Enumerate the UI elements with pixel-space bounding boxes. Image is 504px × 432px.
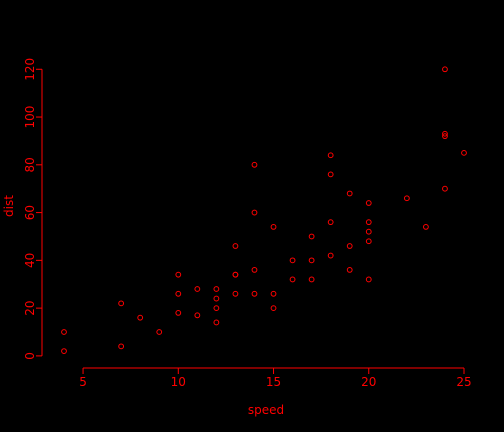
y-axis-label: dist bbox=[2, 195, 16, 217]
data-point bbox=[232, 290, 239, 297]
data-point bbox=[289, 257, 296, 264]
x-tick-label: 25 bbox=[456, 375, 471, 389]
data-point bbox=[251, 290, 258, 297]
data-point bbox=[175, 271, 182, 278]
data-point bbox=[461, 149, 467, 156]
data-point bbox=[289, 276, 296, 283]
data-point bbox=[194, 312, 201, 319]
data-point bbox=[365, 228, 372, 235]
data-point bbox=[327, 252, 334, 259]
data-point bbox=[365, 200, 372, 206]
data-point bbox=[442, 66, 448, 73]
x-tick-label: 10 bbox=[171, 375, 186, 389]
data-point bbox=[442, 133, 448, 140]
data-point bbox=[232, 271, 239, 278]
data-point bbox=[365, 219, 372, 226]
data-point bbox=[251, 161, 258, 168]
data-point bbox=[346, 243, 353, 249]
data-point bbox=[232, 243, 239, 249]
data-point bbox=[270, 290, 277, 297]
data-point bbox=[61, 348, 67, 355]
y-tick-label: 20 bbox=[23, 300, 37, 315]
data-point bbox=[365, 238, 372, 245]
x-tick-label: 20 bbox=[361, 375, 376, 389]
y-tick-label: 60 bbox=[23, 205, 37, 220]
y-tick-label: 120 bbox=[23, 58, 37, 81]
x-tick-label: 5 bbox=[79, 375, 87, 389]
y-axis: 0 20 40 60 80 100 120 bbox=[23, 58, 43, 360]
data-point bbox=[442, 130, 448, 137]
data-point bbox=[137, 314, 144, 321]
data-point bbox=[270, 305, 277, 312]
data-point bbox=[327, 152, 334, 159]
data-point bbox=[251, 209, 258, 216]
data-point bbox=[156, 329, 163, 335]
data-point bbox=[365, 276, 372, 283]
data-point bbox=[403, 195, 410, 202]
y-tick-label: 0 bbox=[23, 352, 37, 360]
data-point bbox=[346, 190, 353, 197]
data-point bbox=[213, 295, 220, 302]
data-point bbox=[213, 286, 220, 292]
data-point bbox=[327, 171, 334, 178]
y-tick-label: 100 bbox=[23, 106, 37, 129]
data-point bbox=[118, 343, 125, 350]
data-point bbox=[118, 300, 125, 307]
x-axis: 5 10 15 20 25 bbox=[79, 367, 472, 389]
x-tick-label: 15 bbox=[266, 375, 281, 389]
data-point bbox=[423, 224, 429, 230]
y-tick-label: 40 bbox=[23, 253, 37, 268]
x-axis-label: speed bbox=[248, 403, 284, 417]
data-point bbox=[194, 286, 201, 292]
data-point bbox=[270, 224, 277, 230]
data-points bbox=[61, 66, 467, 355]
y-tick-label: 80 bbox=[23, 157, 37, 172]
data-point bbox=[308, 257, 315, 264]
data-point bbox=[213, 319, 220, 326]
data-point bbox=[175, 290, 182, 297]
data-point bbox=[251, 267, 258, 273]
data-point bbox=[442, 185, 448, 192]
data-point bbox=[308, 276, 315, 283]
data-point bbox=[327, 219, 334, 226]
data-point bbox=[346, 267, 353, 273]
data-point bbox=[61, 329, 67, 335]
data-point bbox=[213, 305, 220, 312]
data-point bbox=[175, 310, 182, 316]
data-point bbox=[308, 233, 315, 240]
